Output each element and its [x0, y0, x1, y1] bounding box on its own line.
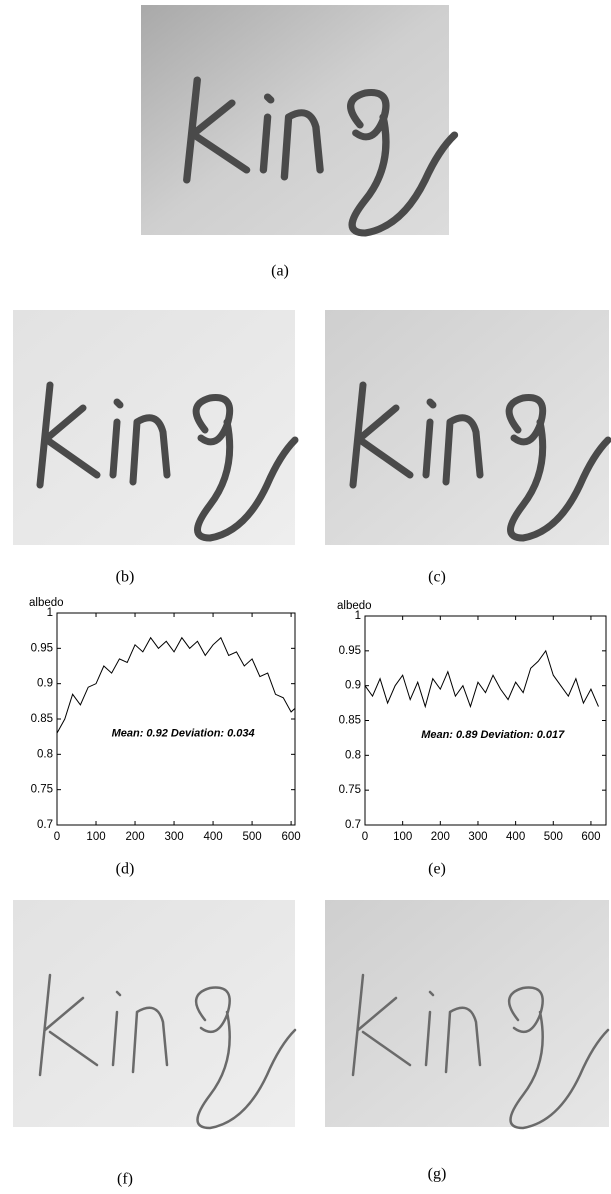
x-tick-label: 400 — [506, 831, 525, 843]
y-tick-label: 0.95 — [31, 642, 53, 654]
plot-frame — [364, 615, 607, 826]
plot-frame — [56, 612, 296, 826]
y-tick-label: 1 — [47, 607, 53, 619]
y-tick-label: 1 — [355, 610, 361, 622]
y-axis-label: albedo — [337, 600, 372, 612]
x-tick-label: 100 — [393, 831, 412, 843]
caption: (f) — [117, 1171, 133, 1188]
annotation: Mean: 0.89 Deviation: 0.017 — [421, 729, 565, 741]
y-tick-label: 0.75 — [339, 784, 361, 796]
y-tick-label: 0.85 — [31, 713, 53, 725]
x-tick-label: 600 — [282, 831, 301, 843]
y-tick-label: 0.9 — [37, 678, 53, 690]
caption: (e) — [428, 861, 446, 878]
data-line — [56, 636, 296, 734]
x-tick-label: 300 — [164, 831, 183, 843]
data-line — [364, 649, 599, 709]
caption: (c) — [428, 569, 446, 586]
y-axis-label: albedo — [29, 597, 64, 609]
x-tick-label: 600 — [581, 831, 600, 843]
photo — [325, 900, 609, 1127]
photo — [141, 5, 449, 235]
caption: (g) — [428, 1166, 447, 1183]
y-tick-label: 0.7 — [37, 819, 53, 831]
y-tick-label: 0.8 — [345, 749, 361, 761]
y-tick-label: 0.7 — [345, 819, 361, 831]
x-tick-label: 200 — [125, 831, 144, 843]
x-tick-label: 300 — [468, 831, 487, 843]
caption: (d) — [116, 861, 135, 878]
x-tick-label: 0 — [362, 831, 368, 843]
photo — [13, 900, 295, 1127]
x-tick-label: 500 — [544, 831, 563, 843]
y-tick-label: 0.85 — [339, 715, 361, 727]
charts: 0.7 0.75 0.8 0.85 0.9 0.95 1 0 100 200 300 400 500 60… — [29, 597, 607, 843]
x-tick-label: 100 — [86, 831, 105, 843]
x-tick-label: 200 — [431, 831, 450, 843]
caption: (b) — [116, 569, 135, 586]
y-tick-label: 0.8 — [37, 748, 53, 760]
annotation: Mean: 0.92 Deviation: 0.034 — [112, 728, 255, 740]
x-tick-label: 400 — [203, 831, 222, 843]
caption: (a) — [271, 263, 289, 280]
x-tick-label: 500 — [242, 831, 261, 843]
y-tick-label: 0.75 — [31, 784, 53, 796]
y-tick-label: 0.95 — [339, 645, 361, 657]
y-tick-label: 0.9 — [345, 680, 361, 692]
x-tick-label: 0 — [54, 831, 60, 843]
